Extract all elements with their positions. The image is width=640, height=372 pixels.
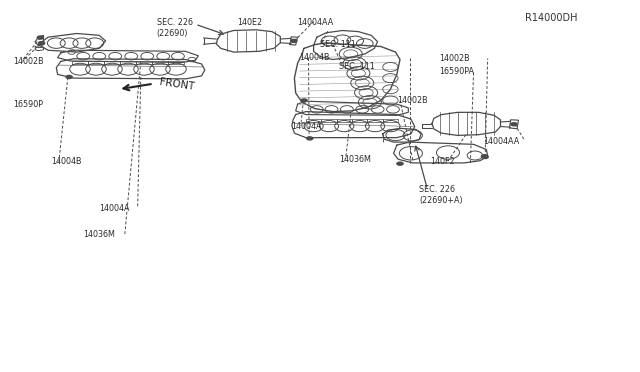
Text: FRONT: FRONT — [159, 77, 195, 92]
Circle shape — [38, 41, 45, 45]
Text: 16590PA: 16590PA — [439, 67, 474, 76]
Text: (22690): (22690) — [157, 29, 188, 38]
Circle shape — [481, 155, 489, 159]
Text: SEC. 226: SEC. 226 — [419, 185, 455, 194]
Text: 140E2: 140E2 — [237, 18, 262, 27]
Text: (22690+A): (22690+A) — [419, 196, 463, 205]
Text: SEC. 111: SEC. 111 — [339, 62, 375, 71]
Text: 14004AA: 14004AA — [483, 137, 520, 146]
Text: 14004A: 14004A — [99, 204, 130, 213]
Text: 14004A: 14004A — [291, 122, 322, 131]
Text: 14004AA: 14004AA — [298, 18, 334, 27]
Circle shape — [65, 75, 73, 79]
Text: SEC. 111: SEC. 111 — [320, 40, 356, 49]
Text: SEC. 226: SEC. 226 — [157, 18, 193, 27]
Circle shape — [306, 136, 314, 141]
Text: R14000DH: R14000DH — [525, 13, 577, 23]
Text: 14036M: 14036M — [83, 230, 115, 239]
Text: 14002B: 14002B — [397, 96, 428, 105]
Circle shape — [481, 154, 488, 158]
Text: 140F2: 140F2 — [430, 157, 454, 166]
Circle shape — [510, 122, 518, 126]
Circle shape — [290, 39, 298, 43]
Circle shape — [300, 98, 308, 103]
Text: 14002B: 14002B — [13, 57, 44, 66]
Text: 14036M: 14036M — [339, 155, 371, 164]
Text: 14004B: 14004B — [51, 157, 82, 166]
Text: 14004B: 14004B — [300, 53, 330, 62]
Circle shape — [36, 35, 44, 40]
Text: 14002B: 14002B — [439, 54, 470, 63]
Circle shape — [396, 161, 404, 166]
Text: 16590P: 16590P — [13, 100, 43, 109]
